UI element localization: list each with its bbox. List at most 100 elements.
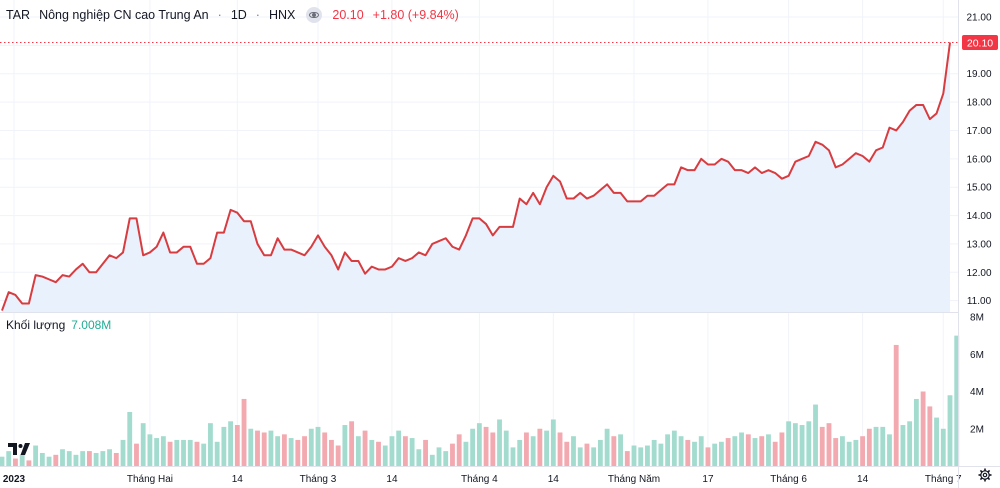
volume-bar — [181, 439, 186, 466]
volume-bar — [718, 441, 724, 466]
volume-bar — [248, 428, 254, 466]
volume-bar — [470, 428, 476, 466]
volume-bar — [261, 432, 267, 466]
volume-bar — [409, 438, 415, 466]
volume-bar — [443, 451, 449, 466]
volume-bar — [436, 447, 442, 467]
volume-bar — [497, 419, 502, 466]
volume-axis[interactable]: 8M 6M 4M 2M — [970, 313, 984, 436]
volume-bar — [678, 436, 684, 466]
volume-tick-label: 4M — [970, 387, 984, 398]
volume-bar — [692, 441, 697, 466]
time-axis[interactable]: 2023 Tháng Hai 14 Tháng 3 14 Tháng 4 14 Tháng N… — [3, 474, 1000, 485]
volume-bar — [147, 434, 153, 466]
time-tick-label: Tháng Hai — [127, 474, 173, 485]
eye-icon[interactable] — [306, 7, 323, 23]
volume-bar — [893, 344, 899, 466]
last-price: 20.10 — [332, 8, 364, 22]
volume-bar — [813, 404, 818, 466]
volume-bar — [826, 423, 832, 466]
volume-bar — [275, 436, 281, 466]
volume-bar — [698, 436, 704, 466]
price-tick-label: 17.00 — [966, 126, 991, 137]
volume-bar — [389, 436, 395, 466]
volume-bar — [308, 428, 314, 466]
volume-bar — [745, 434, 751, 466]
volume-bar — [833, 438, 839, 466]
volume-bar — [73, 454, 79, 466]
volume-bar — [450, 443, 455, 466]
volume-bar — [766, 434, 771, 466]
price-tick-label: 19.00 — [966, 69, 991, 80]
volume-bar — [369, 439, 375, 466]
price-tick-label: 12.00 — [966, 268, 991, 279]
volume-bar — [174, 439, 180, 466]
volume-bar — [228, 421, 234, 466]
volume-bar — [638, 447, 644, 467]
volume-bar — [597, 439, 603, 466]
volume-bar — [792, 423, 798, 466]
volume-bar — [322, 432, 328, 466]
volume-bar — [604, 428, 610, 466]
volume-bar — [503, 430, 509, 466]
volume-bar — [0, 456, 5, 466]
volume-bar — [759, 436, 765, 466]
volume-bar — [524, 432, 529, 466]
volume-bar — [66, 451, 72, 466]
volume-legend: Khối lượng 7.008M — [6, 318, 111, 332]
volume-bar — [846, 441, 852, 466]
volume-bar — [571, 436, 576, 466]
time-tick-label: Tháng 4 — [461, 474, 498, 485]
price-tick-label: 18.00 — [966, 98, 991, 109]
volume-bar — [140, 423, 146, 466]
exchange: HNX — [268, 8, 296, 22]
volume-bar — [154, 438, 160, 466]
volume-value: 7.008M — [71, 318, 112, 332]
volume-bar — [476, 423, 482, 466]
volume-bar — [544, 430, 550, 466]
volume-bar — [160, 436, 166, 466]
volume-bar — [382, 445, 388, 466]
volume-bar — [920, 391, 926, 466]
volume-bar — [873, 426, 879, 466]
volume-bar — [107, 449, 112, 466]
time-tick-label: Tháng 3 — [300, 474, 337, 485]
volume-bar — [517, 439, 523, 466]
volume-bar — [281, 434, 287, 466]
volume-bar — [268, 430, 274, 466]
volume-bar — [342, 425, 348, 466]
volume-label[interactable]: Khối lượng — [6, 318, 66, 332]
volume-bar — [376, 441, 381, 466]
price-axis[interactable]: 21.0020.0019.0018.0017.0016.0015.0014.00… — [966, 13, 991, 308]
volume-bar — [954, 335, 960, 467]
volume-bar — [530, 436, 536, 466]
tradingview-logo-icon[interactable] — [8, 440, 30, 456]
volume-bar — [913, 398, 919, 466]
symbol[interactable]: TAR — [6, 8, 31, 22]
volume-bar — [772, 441, 778, 466]
gear-icon[interactable] — [978, 468, 992, 482]
volume-bar — [490, 432, 496, 466]
volume-bar — [840, 436, 845, 466]
volume-bar — [214, 441, 220, 466]
time-tick-label: 14 — [386, 474, 398, 485]
volume-bar — [799, 425, 805, 466]
volume-bar — [295, 439, 301, 466]
volume-bar — [26, 460, 32, 466]
volume-bar — [860, 436, 866, 466]
volume-bar — [880, 426, 886, 466]
volume-bar — [651, 439, 657, 466]
volume-bar — [349, 421, 355, 466]
legend-header: TAR Nông nghiệp CN cao Trung An · 1D · H… — [6, 7, 459, 23]
volume-bar — [510, 447, 516, 467]
volume-bar — [779, 432, 785, 466]
volume-bar — [557, 432, 563, 466]
volume-bar — [53, 454, 59, 466]
volume-bar — [752, 438, 758, 466]
volume-bar — [33, 445, 39, 466]
volume-bar — [618, 434, 623, 466]
interval[interactable]: 1D — [230, 8, 247, 22]
volume-bar — [13, 458, 18, 466]
volume-bar — [335, 445, 341, 466]
